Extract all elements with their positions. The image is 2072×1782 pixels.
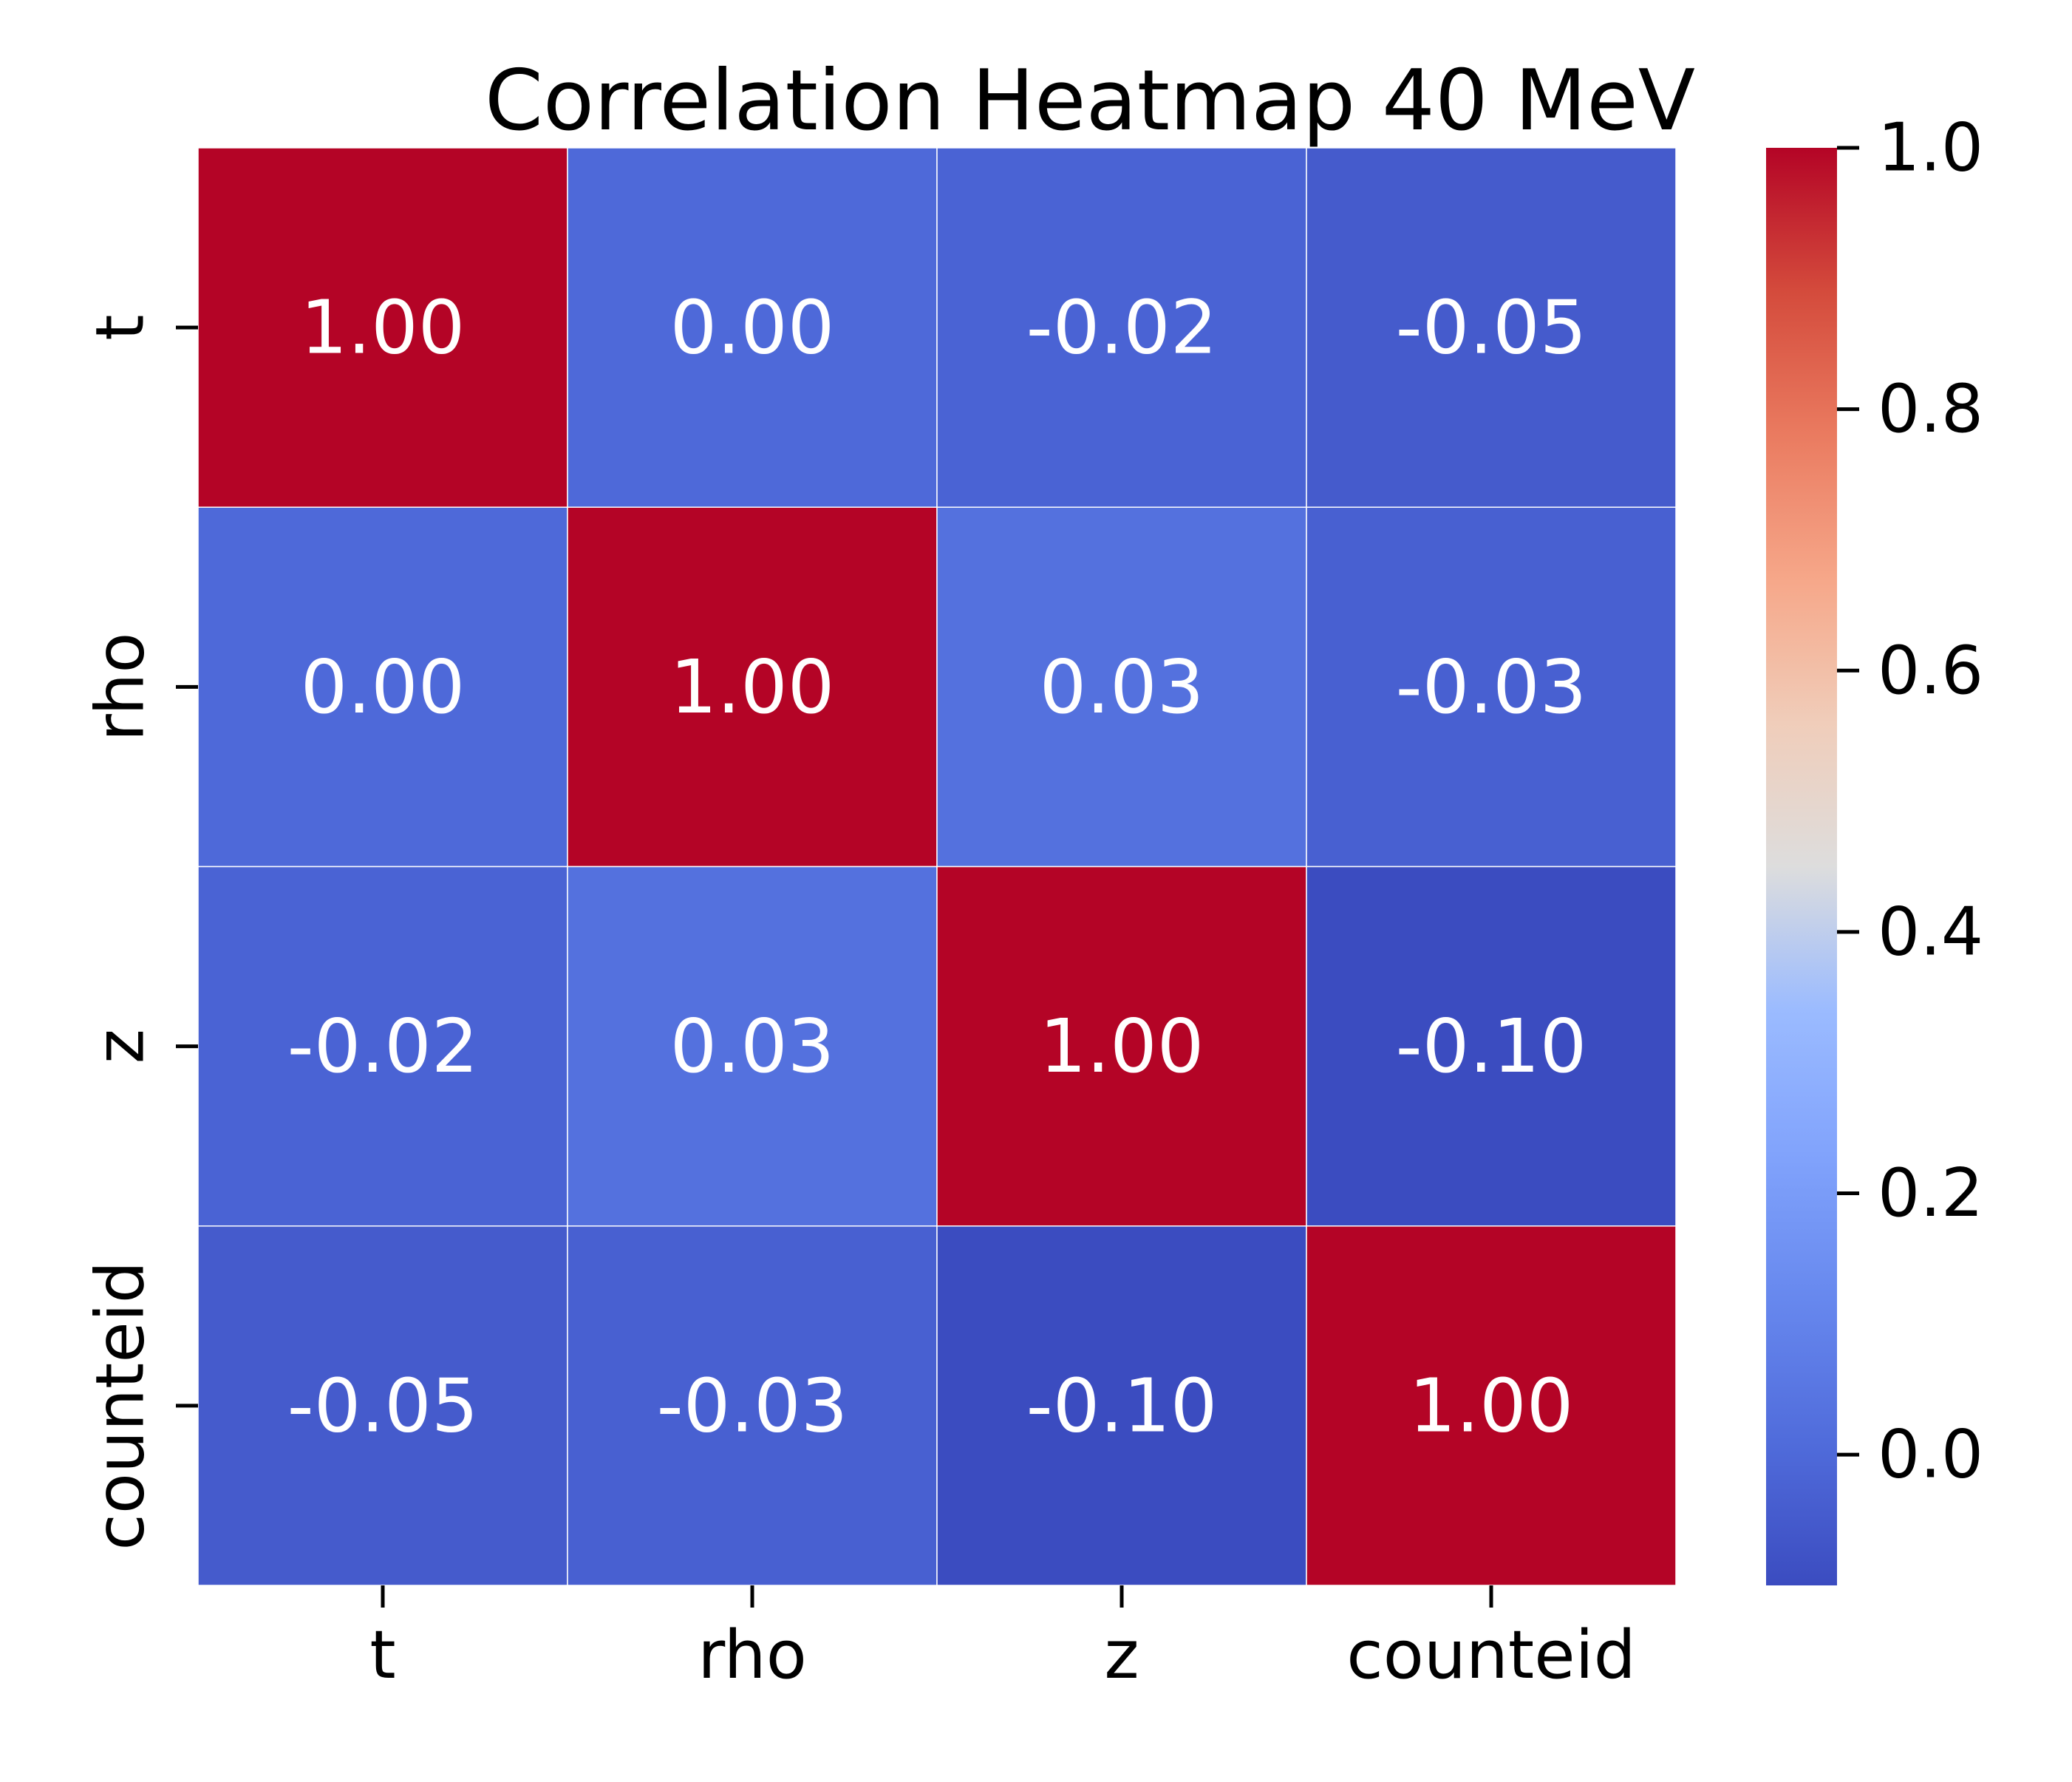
cell-annotation: 0.00 [301, 644, 466, 730]
heatmap-cell [197, 147, 568, 508]
cell-annotation: 0.03 [670, 1003, 835, 1089]
colorbar-tick-label: 0.0 [1878, 1416, 1983, 1494]
heatmap-cells [197, 147, 1677, 1586]
x-axis: t rho z counteid [369, 1585, 1636, 1694]
heatmap-cell [567, 506, 938, 868]
colorbar-tick-label: 0.8 [1878, 370, 1983, 448]
cell-annotation: -0.10 [1396, 1003, 1587, 1089]
heatmap-cell [936, 506, 1307, 868]
x-tick-label: z [1104, 1616, 1139, 1694]
cell-annotation: -0.02 [287, 1003, 479, 1089]
cell-annotation: -0.10 [1026, 1362, 1218, 1449]
cell-annotation: -0.05 [1396, 285, 1587, 371]
cell-annotation: -0.03 [657, 1362, 848, 1449]
cell-annotation: 1.00 [1040, 1003, 1204, 1089]
cell-annotation: 1.00 [670, 644, 835, 730]
cell-annotation: -0.02 [1026, 285, 1218, 371]
heatmap-cell [936, 147, 1307, 508]
x-tick-label: counteid [1346, 1616, 1635, 1694]
heatmap-cell [936, 1225, 1307, 1586]
y-tick-label: rho [82, 633, 160, 742]
heatmap-cell [1306, 147, 1677, 508]
y-tick-label: counteid [82, 1261, 160, 1550]
heatmap-cell [1306, 866, 1677, 1227]
heatmap-cell [1306, 1225, 1677, 1586]
cell-annotation: 0.03 [1040, 644, 1204, 730]
chart-title: Correlation Heatmap 40 MeV [485, 52, 1695, 149]
cell-annotation: -0.03 [1396, 644, 1587, 730]
colorbar: 0.0 0.2 0.4 0.6 0.8 1.0 [1766, 109, 1983, 1585]
heatmap-cell [567, 1225, 938, 1586]
cell-annotations: 1.00 0.00 -0.02 -0.05 0.00 1.00 0.03 -0.03 -0.02… [287, 285, 1587, 1449]
colorbar-tick-label: 0.4 [1878, 893, 1983, 970]
heatmap-cell [197, 506, 568, 868]
y-tick-label: t [82, 314, 160, 340]
cell-annotation: 1.00 [301, 285, 466, 371]
cell-annotation: 1.00 [1409, 1362, 1574, 1449]
x-tick-label: t [369, 1616, 395, 1694]
heatmap-cell [197, 1225, 568, 1586]
heatmap-cell [567, 147, 938, 508]
y-axis: t rho z counteid [82, 314, 198, 1551]
y-tick-label: z [82, 1029, 160, 1064]
cell-annotation: 0.00 [670, 285, 835, 371]
colorbar-tick-label: 0.2 [1878, 1154, 1983, 1232]
heatmap-cell [567, 866, 938, 1227]
colorbar-tick-label: 0.6 [1878, 632, 1983, 710]
heatmap-cell [1306, 506, 1677, 868]
x-tick-label: rho [698, 1616, 807, 1694]
colorbar-tick-label: 1.0 [1878, 109, 1983, 187]
colorbar-gradient [1766, 148, 1837, 1585]
cell-annotation: -0.05 [287, 1362, 479, 1449]
